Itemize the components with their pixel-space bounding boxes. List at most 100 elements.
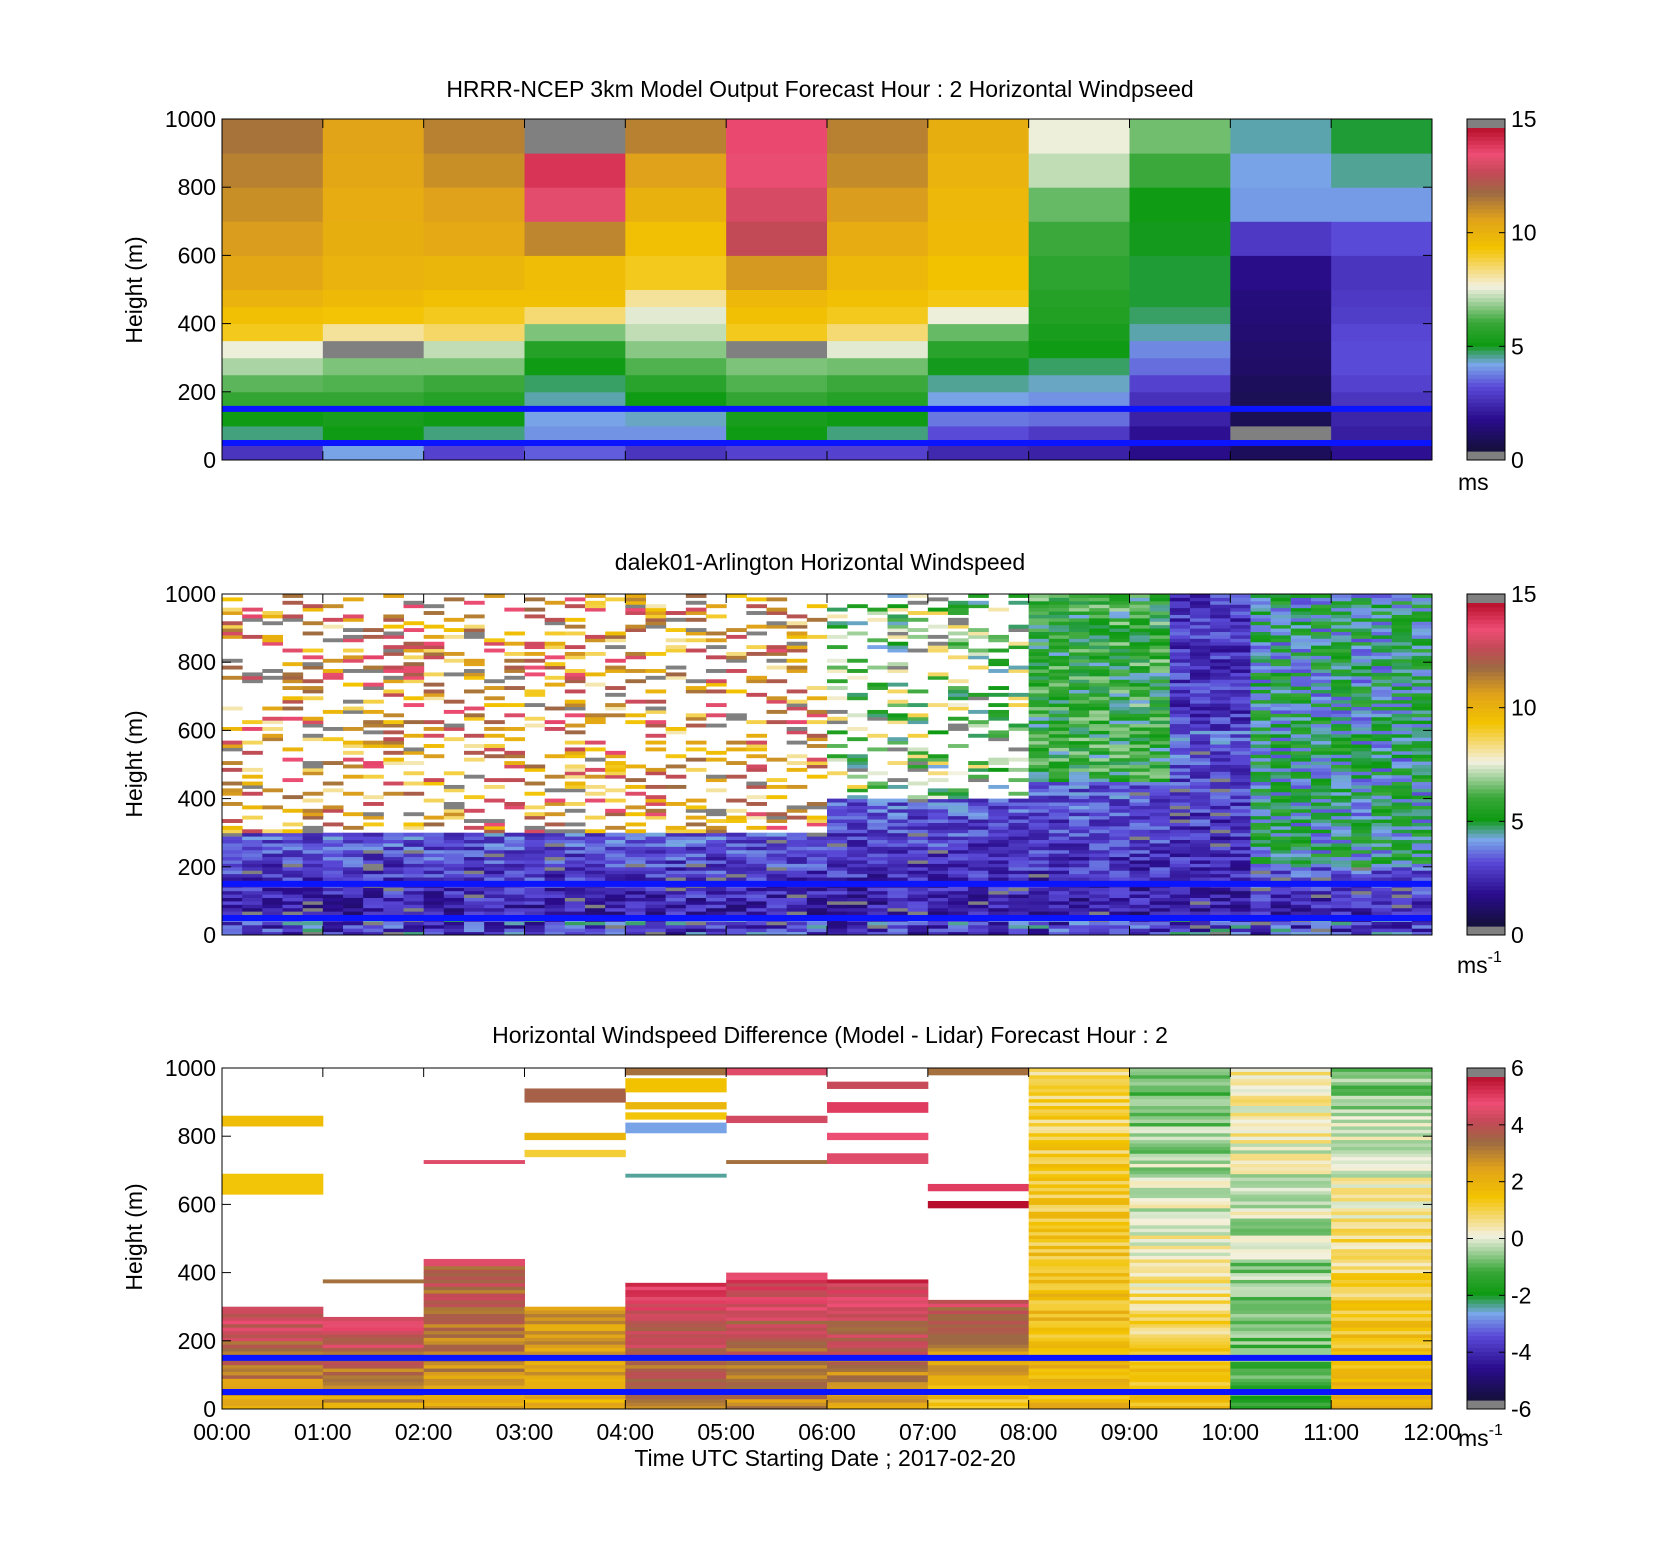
lidar-cell [1069, 645, 1090, 650]
lidar-cell [464, 897, 485, 902]
lidar-cell [1371, 614, 1393, 619]
lidar-cell [1129, 726, 1151, 731]
lidar-cell [1311, 924, 1332, 929]
lidar-cell [322, 873, 344, 878]
lidar-cell [242, 887, 263, 892]
lidar-cell [907, 856, 929, 861]
diff-cell [827, 1330, 929, 1335]
lidar-cell [1028, 788, 1050, 793]
lidar-cell [1109, 781, 1130, 786]
lidar-cell [847, 754, 868, 759]
lidar-cell [665, 675, 687, 680]
lidar-cell [786, 849, 808, 854]
lidar-cell [585, 877, 606, 881]
lidar-cell [1250, 754, 1272, 759]
lidar-cell [726, 819, 747, 823]
lidar-cell [645, 812, 667, 817]
model-cell [423, 425, 525, 444]
lidar-cell [484, 859, 505, 864]
lidar-cell [1149, 597, 1171, 602]
lidar-cell [322, 900, 344, 905]
lidar-cell [1290, 716, 1312, 721]
lidar-cell [1089, 771, 1110, 776]
colorbar-swatch [1467, 897, 1505, 903]
lidar-cell [726, 849, 747, 854]
lidar-cell [1109, 628, 1130, 633]
lidar-cell [1351, 846, 1372, 851]
lidar-cell [968, 815, 989, 820]
lidar-cell [1210, 624, 1231, 629]
lidar-cell [1169, 614, 1191, 619]
lidar-cell [585, 791, 606, 796]
colorbar-swatch [1467, 679, 1505, 685]
lidar-cell [1351, 784, 1372, 789]
lidar-cell [1089, 757, 1110, 762]
lidar-cell [1008, 723, 1030, 728]
lidar-cell [786, 621, 808, 626]
diff-cell [423, 1289, 525, 1294]
lidar-cell [302, 631, 324, 636]
diff-cell [625, 1405, 727, 1410]
lidar-cell [1391, 594, 1413, 598]
lidar-cell [827, 863, 848, 868]
lidar-cell [605, 894, 626, 898]
lidar-cell [625, 853, 646, 858]
lidar-cell [1190, 911, 1211, 916]
lidar-cell [1190, 638, 1211, 643]
lidar-cell [1169, 829, 1191, 834]
lidar-cell [665, 628, 687, 633]
lidar-cell [1270, 662, 1292, 667]
lidar-cell [302, 921, 324, 926]
lidar-cell [927, 795, 949, 800]
lidar-cell [1290, 607, 1312, 612]
lidar-cell [706, 682, 727, 687]
lidar-cell [564, 679, 586, 684]
lidar-cell [625, 679, 646, 684]
lidar-cell [1290, 859, 1312, 864]
lidar-cell [827, 679, 848, 684]
lidar-cell [1270, 825, 1292, 830]
colorbar-swatch [1467, 269, 1505, 274]
lidar-cell [806, 617, 828, 622]
lidar-cell [1270, 716, 1292, 721]
lidar-cell [403, 900, 425, 905]
lidar-cell [766, 709, 788, 714]
diff-cell [524, 1132, 626, 1141]
lidar-cell [585, 928, 606, 933]
lidar-cell [1411, 651, 1433, 656]
lidar-cell [1351, 897, 1372, 902]
lidar-cell [766, 839, 788, 844]
diff-cell [1028, 1091, 1130, 1096]
lidar-cell [1129, 764, 1151, 769]
lidar-cell [1270, 750, 1292, 755]
lidar-cell [645, 689, 667, 694]
lidar-cell [1210, 682, 1231, 687]
lidar-cell [282, 870, 304, 875]
lidar-cell [1069, 931, 1090, 936]
lidar-cell [1109, 931, 1130, 936]
lidar-cell [1270, 894, 1292, 898]
lidar-cell [645, 740, 667, 745]
lidar-cell [1190, 672, 1211, 677]
colorbar-swatch [1467, 720, 1505, 725]
lidar-cell [423, 651, 445, 656]
lidar-cell [383, 887, 404, 892]
model-cell [1230, 306, 1332, 325]
lidar-cell [1351, 634, 1372, 639]
lidar-cell [242, 911, 263, 916]
diff-cell [927, 1313, 1030, 1318]
lidar-cell [1169, 832, 1191, 837]
lidar-cell [1411, 921, 1433, 926]
lidar-cell [1210, 631, 1231, 636]
lidar-cell [605, 842, 626, 847]
lidar-cell [746, 733, 767, 738]
lidar-cell [1190, 781, 1211, 786]
lidar-cell [625, 846, 646, 851]
lidar-cell [948, 686, 969, 690]
diff-cell [423, 1279, 525, 1284]
lidar-cell [625, 856, 646, 861]
lidar-cell [1391, 750, 1413, 755]
lidar-cell [464, 614, 485, 619]
lidar-cell [1048, 819, 1070, 823]
lidar-cell [1129, 631, 1151, 636]
